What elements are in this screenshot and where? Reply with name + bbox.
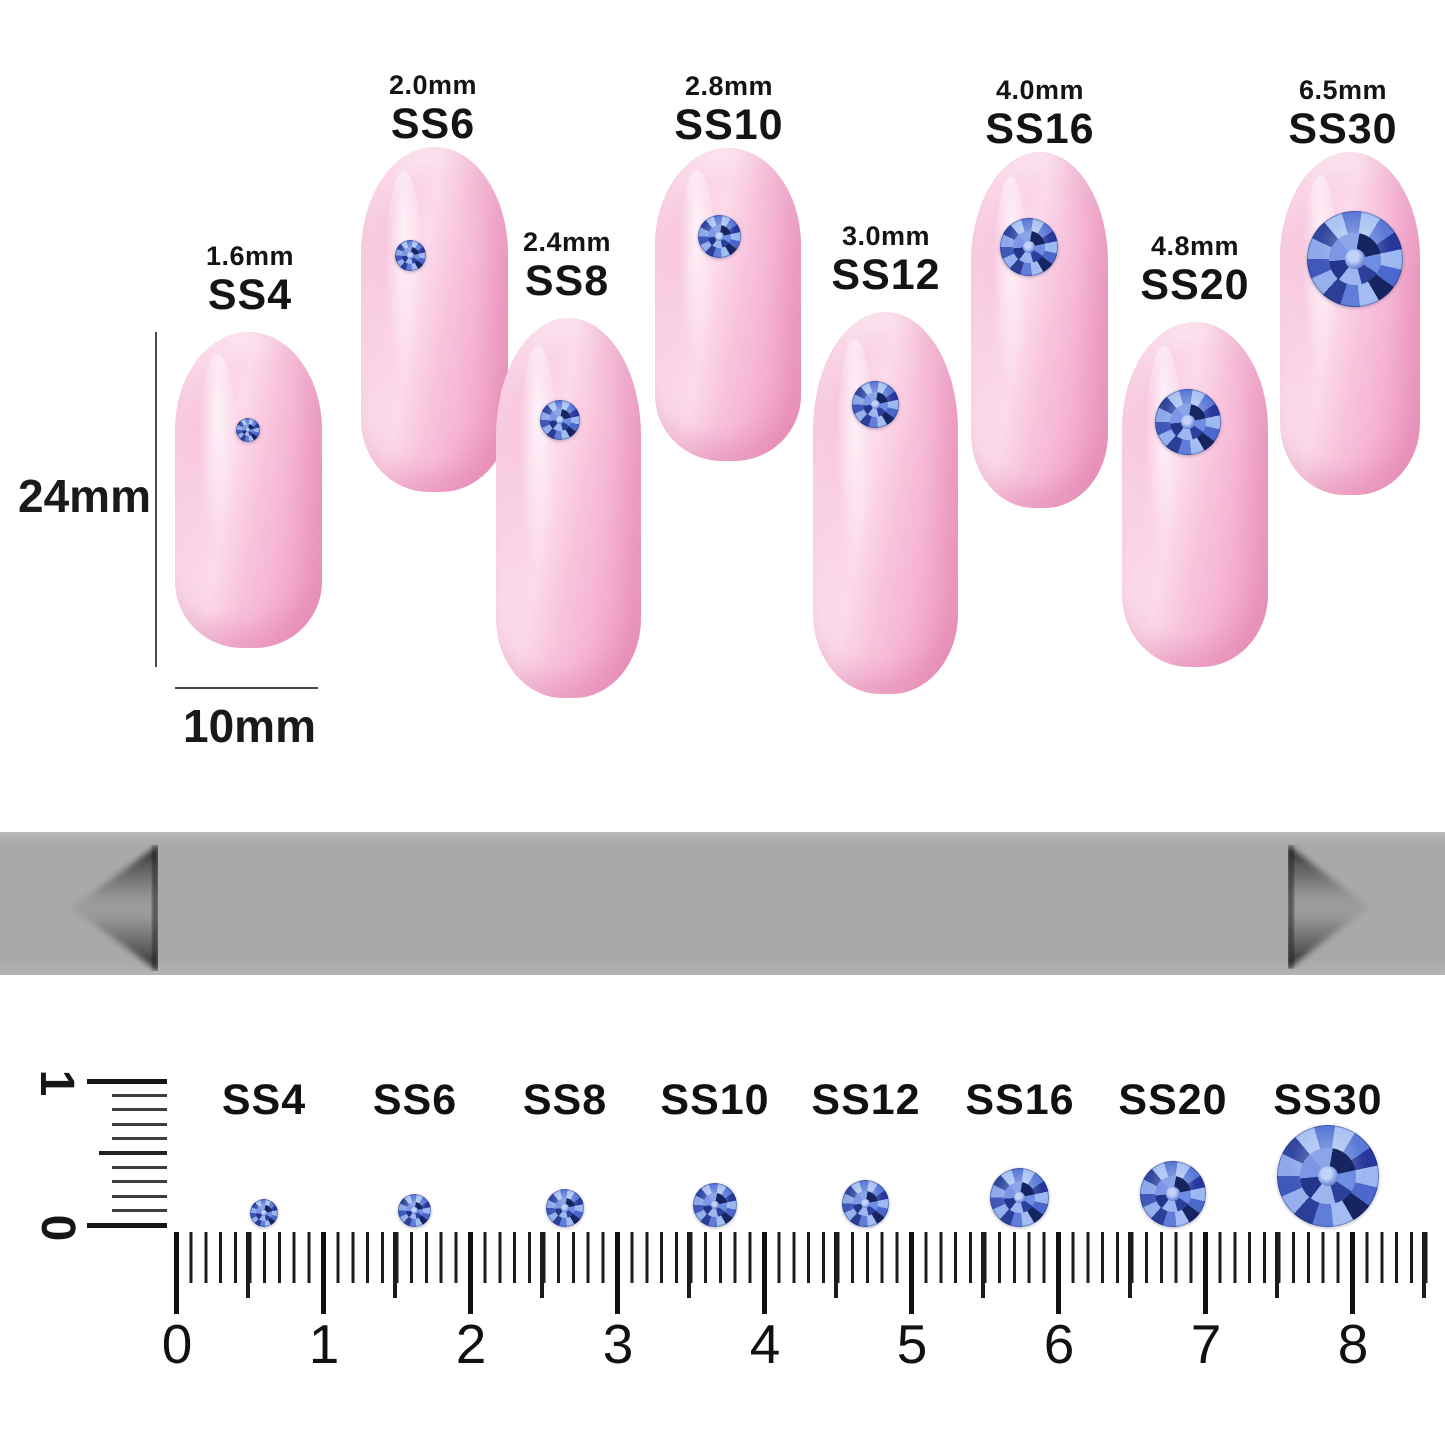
nail-sample-ss6: 2.0mm SS6 (361, 70, 508, 492)
nail-photo (361, 147, 508, 492)
size-label-group: 2.0mm SS6 (333, 69, 533, 147)
rhinestone (852, 381, 899, 428)
nail-sample-ss8: 2.4mm SS8 (496, 227, 641, 698)
ruler-tick (99, 1151, 167, 1155)
nail-sample-ss12: 3.0mm SS12 (813, 221, 958, 694)
ruler-stone-label: SS6 (372, 1076, 458, 1124)
ruler-tick (112, 1209, 167, 1212)
size-mm-label: 6.5mm (1298, 75, 1388, 105)
nail-height-label: 24mm (18, 470, 151, 522)
rhinestone (990, 1168, 1049, 1227)
ruler-tick (112, 1094, 167, 1097)
nail-photo (175, 332, 322, 648)
rhinestone (1140, 1161, 1206, 1227)
size-mm-label: 3.0mm (841, 221, 931, 251)
nail-sample-ss16: 4.0mm SS16 (971, 75, 1108, 508)
vertical-ruler-number-bottom: 0 (31, 1214, 84, 1242)
height-dimension-line (155, 332, 157, 667)
rhinestone (693, 1183, 737, 1227)
nail-photo (971, 152, 1108, 508)
size-mm-label: 4.0mm (995, 75, 1085, 105)
size-label-group: 6.5mm SS30 (1243, 74, 1443, 152)
size-ss-label: SS4 (207, 271, 293, 319)
rhinestone (395, 240, 426, 271)
rhinestone (698, 215, 741, 258)
ruler-tick (112, 1123, 167, 1126)
nail-photo (813, 312, 958, 694)
nail-photo (1122, 322, 1268, 667)
rhinestone (1000, 218, 1058, 276)
nail-photo (1280, 152, 1420, 495)
size-label-group: 2.8mm SS10 (629, 70, 829, 148)
ruler-cm-ticks (174, 1232, 1358, 1314)
ruler-number: 6 (1043, 1313, 1075, 1375)
size-label-group: 3.0mm SS12 (786, 220, 986, 298)
title-banner: Nail sticking effect of all sizes of wat… (0, 832, 1445, 975)
size-ss-label: SS12 (831, 251, 941, 299)
ruler-number: 4 (749, 1313, 781, 1375)
ruler-stone-label: SS4 (221, 1076, 307, 1124)
size-mm-label: 2.4mm (522, 227, 612, 257)
ruler-number: 8 (1337, 1313, 1369, 1375)
ruler-tick (87, 1079, 167, 1084)
nail-sample-ss20: 4.8mm SS20 (1122, 231, 1268, 667)
size-label-group: 1.6mm SS4 (150, 240, 350, 318)
nail-sample-ss4: 1.6mm SS4 (175, 241, 322, 648)
nail-photo (496, 318, 641, 698)
ruler-stone-label: SS20 (1118, 1076, 1228, 1124)
ruler-tick (112, 1195, 167, 1198)
ribbon-fold-right-icon (1288, 845, 1368, 969)
size-ss-label: SS16 (985, 105, 1095, 153)
rhinestone (546, 1189, 584, 1227)
size-ss-label: SS30 (1288, 105, 1398, 153)
ruler-tick (112, 1137, 167, 1140)
ruler-number: 2 (455, 1313, 487, 1375)
ruler-stone-label: SS8 (522, 1076, 608, 1124)
size-ss-label: SS20 (1140, 261, 1250, 309)
ruler-stone-label: SS10 (660, 1076, 770, 1124)
ruler-tick (112, 1108, 167, 1111)
ruler-number: 5 (896, 1313, 928, 1375)
size-ss-label: SS10 (674, 101, 784, 149)
rhinestone (1155, 389, 1221, 455)
ruler-stone-label: SS16 (965, 1076, 1075, 1124)
rhinestone (842, 1180, 889, 1227)
ruler-number: 0 (161, 1313, 193, 1375)
size-mm-label: 2.0mm (388, 70, 478, 100)
size-label-group: 2.4mm SS8 (467, 226, 667, 304)
nail-sample-ss10: 2.8mm SS10 (655, 71, 801, 461)
ruler-stone-label: SS30 (1273, 1076, 1383, 1124)
size-mm-label: 1.6mm (205, 241, 295, 271)
size-label-group: 4.0mm SS16 (940, 74, 1140, 152)
vertical-ruler-number-top: 1 (30, 1069, 83, 1097)
nail-width-label: 10mm (183, 700, 316, 752)
nail-sample-ss30: 6.5mm SS30 (1280, 75, 1420, 495)
rhinestone (398, 1194, 431, 1227)
rhinestone (1307, 211, 1403, 307)
size-mm-label: 2.8mm (684, 71, 774, 101)
nail-photo (655, 148, 801, 461)
ruler-tick (87, 1223, 167, 1228)
ribbon-fold-left-icon (72, 845, 158, 971)
ruler-tick (112, 1180, 167, 1183)
size-mm-label: 4.8mm (1150, 231, 1240, 261)
ruler-number: 1 (308, 1313, 340, 1375)
rhinestone (1277, 1125, 1379, 1227)
size-ss-label: SS6 (390, 100, 476, 148)
ruler-tick (112, 1166, 167, 1169)
rhinestone (250, 1199, 278, 1227)
ruler-stone-label: SS12 (811, 1076, 921, 1124)
ruler-number: 7 (1190, 1313, 1222, 1375)
width-dimension-line (175, 687, 318, 689)
size-label-group: 4.8mm SS20 (1095, 230, 1295, 308)
ruler-number: 3 (602, 1313, 634, 1375)
rhinestone (236, 418, 260, 442)
size-ss-label: SS8 (524, 257, 610, 305)
rhinestone (540, 400, 580, 440)
